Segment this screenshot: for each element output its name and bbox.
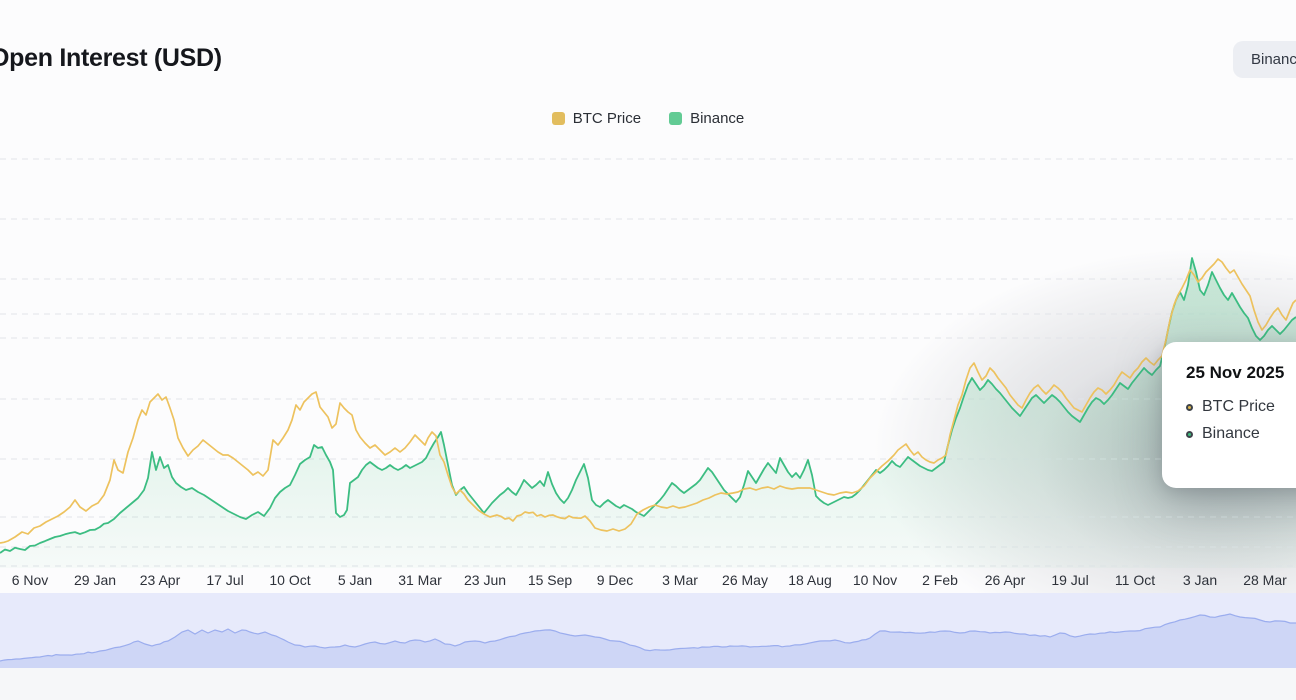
navigator-fill — [0, 614, 1296, 668]
tooltip-item-label: Binance — [1202, 425, 1260, 442]
x-axis-label: 23 Apr — [139, 572, 181, 588]
legend-item-btc-price[interactable]: BTC Price — [551, 110, 642, 127]
bottom-strip — [0, 668, 1296, 700]
navigator-area-chart[interactable] — [0, 593, 1296, 668]
binance-line — [0, 257, 1296, 554]
x-axis: 6 Nov 29 Jan 23 Apr 17 Jul 10 Oct 5 Jan 31 Mar… — [0, 572, 1296, 592]
x-axis-label: 3 Mar — [662, 572, 698, 588]
binance-area-fill — [0, 258, 1296, 568]
x-axis-label: 28 Mar — [1243, 572, 1287, 588]
tooltip-item: Binance — [1186, 425, 1296, 443]
x-axis-label: 31 Mar — [398, 572, 442, 588]
tooltip-item-label: BTC Price — [1202, 398, 1275, 415]
open-interest-chart[interactable] — [0, 0, 1296, 568]
btc-price-line — [0, 258, 1296, 544]
x-axis-label: 9 Dec — [596, 572, 634, 588]
x-axis-label: 5 Jan — [337, 572, 373, 588]
x-axis-label: 10 Oct — [269, 572, 311, 588]
chart-legend: BTC Price Binance — [0, 110, 1296, 127]
x-axis-label: 6 Nov — [11, 572, 49, 588]
legend-item-label: Binance — [690, 110, 745, 127]
x-axis-label: 26 May — [722, 572, 768, 588]
navigator-line — [0, 613, 1296, 662]
page-title: Open Interest (USD) — [0, 44, 222, 72]
x-axis-label: 29 Jan — [73, 572, 117, 588]
x-axis-label: 18 Aug — [788, 572, 832, 588]
x-axis-label: 3 Jan — [1182, 572, 1218, 588]
tooltip-marker-icon — [1186, 430, 1193, 438]
x-axis-label: 2 Feb — [922, 572, 958, 588]
legend-item-binance[interactable]: Binance — [669, 110, 744, 127]
exchange-selector-button[interactable]: Binance — [1233, 41, 1296, 78]
x-axis-label: 17 Jul — [206, 572, 244, 588]
chart-navigator[interactable] — [0, 593, 1296, 668]
legend-swatch-icon — [551, 112, 565, 125]
tooltip-item: BTC Price — [1186, 398, 1296, 416]
x-axis-label: 23 Jun — [463, 572, 507, 588]
chart-tooltip: 25 Nov 2025 BTC Price Binance — [1162, 342, 1296, 488]
x-axis-label: 11 Oct — [1114, 572, 1156, 588]
legend-item-label: BTC Price — [572, 110, 642, 127]
x-axis-label: 26 Apr — [984, 572, 1026, 588]
tooltip-date: 25 Nov 2025 — [1186, 363, 1285, 382]
x-axis-label: 19 Jul — [1051, 572, 1089, 588]
x-axis-label: 15 Sep — [527, 572, 573, 588]
legend-swatch-icon — [669, 112, 683, 125]
tooltip-marker-icon — [1186, 403, 1193, 411]
x-axis-label: 10 Nov — [852, 572, 898, 588]
